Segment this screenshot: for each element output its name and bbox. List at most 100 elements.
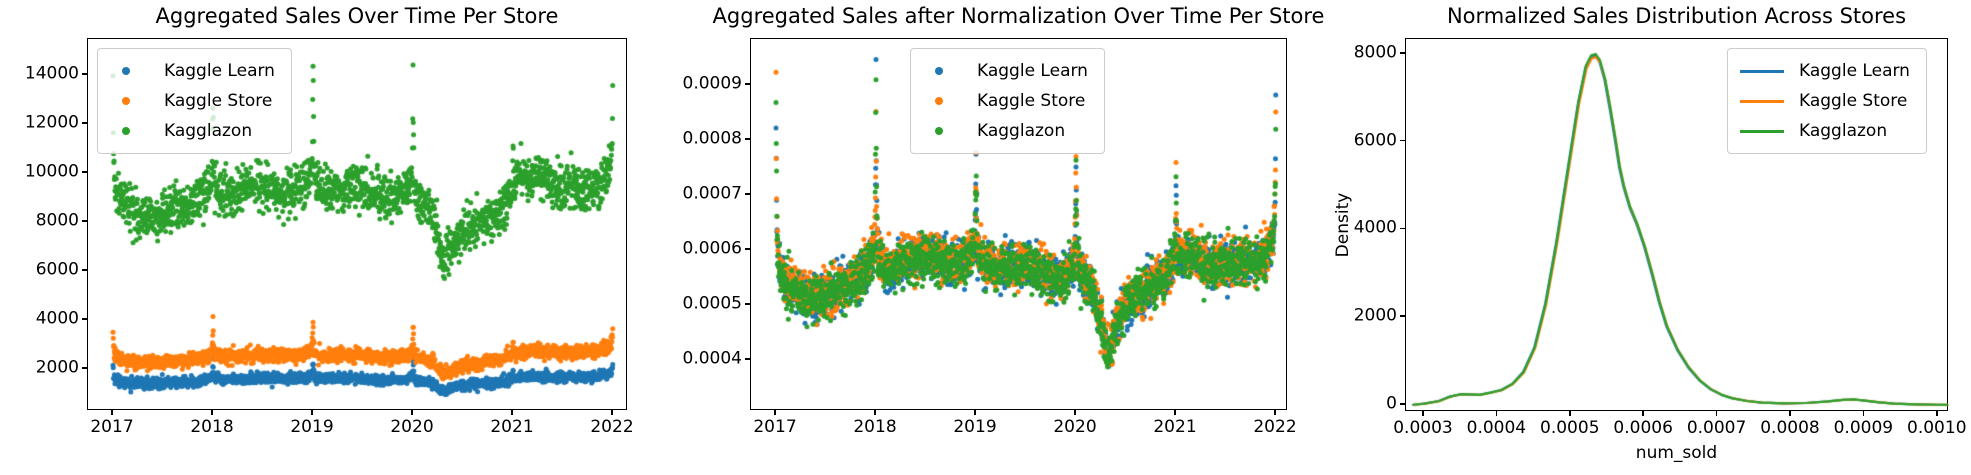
y-tick-label: 6000 bbox=[35, 259, 79, 280]
x-tick-label: 2018 bbox=[190, 417, 234, 437]
legend-marker-box bbox=[110, 127, 142, 135]
x-tick-mark bbox=[611, 410, 613, 415]
y-tick-mark bbox=[82, 269, 87, 271]
legend-marker-box bbox=[1740, 129, 1784, 133]
x-tick-label: 2020 bbox=[1053, 417, 1097, 437]
x-tick-label: 2020 bbox=[390, 417, 434, 437]
y-tick-label: 0.0007 bbox=[682, 183, 742, 204]
x-tick-mark bbox=[1174, 410, 1176, 415]
y-tick-label: 8000 bbox=[1353, 42, 1397, 63]
plot-normalized-sales: Aggregated Sales after Normalization Ove… bbox=[683, 4, 1325, 436]
x-tick-mark bbox=[974, 410, 976, 415]
legend-item: Kaggle Learn bbox=[923, 56, 1088, 86]
y-tick-mark bbox=[745, 358, 750, 360]
x-tick-mark bbox=[1642, 411, 1644, 416]
x-tick-mark bbox=[774, 410, 776, 415]
legend-item: Kaggle Store bbox=[1740, 86, 1910, 116]
y-tick-mark bbox=[745, 193, 750, 195]
y-tick-mark bbox=[82, 318, 87, 320]
y-axis-label-density: Density bbox=[1333, 192, 1353, 257]
legend-marker-box bbox=[1740, 69, 1784, 73]
x-tick-label: 2022 bbox=[1253, 417, 1297, 437]
x-tick-mark bbox=[511, 410, 513, 415]
y-tick-label: 0.0004 bbox=[682, 348, 742, 369]
y-tick-label: 0.0009 bbox=[682, 73, 742, 94]
y-tick-mark bbox=[745, 248, 750, 250]
x-tick-label: 2022 bbox=[590, 417, 634, 437]
plot-aggregated-sales: Aggregated Sales Over Time Per Store 201… bbox=[25, 4, 634, 436]
y-tick-mark bbox=[82, 122, 87, 124]
legend-dot-icon bbox=[122, 127, 130, 135]
legend-dot-icon bbox=[122, 67, 130, 75]
x-tick-label: 0.0008 bbox=[1760, 418, 1820, 438]
legend-marker-box bbox=[923, 67, 955, 75]
x-tick-mark bbox=[874, 410, 876, 415]
legend-item: Kaggle Learn bbox=[110, 56, 275, 86]
legend-item: Kaggle Learn bbox=[1740, 56, 1910, 86]
legend-label: Kagglazon bbox=[1799, 121, 1888, 141]
legend: Kaggle Learn Kaggle Store Kagglazon bbox=[910, 48, 1105, 154]
y-tick-label: 4000 bbox=[35, 308, 79, 329]
x-tick-label: 2017 bbox=[90, 417, 134, 437]
x-axis-label-num-sold: num_sold bbox=[1635, 443, 1718, 463]
legend-label: Kagglazon bbox=[977, 121, 1066, 141]
x-tick-label: 0.0009 bbox=[1833, 418, 1894, 438]
x-tick-mark bbox=[311, 410, 313, 415]
legend-item: Kaggle Store bbox=[110, 86, 275, 116]
legend-marker-box bbox=[110, 67, 142, 75]
y-tick-mark bbox=[1400, 52, 1405, 54]
y-tick-mark bbox=[1400, 315, 1405, 317]
legend-item: Kagglazon bbox=[1740, 116, 1910, 146]
legend-label: Kaggle Learn bbox=[164, 61, 275, 81]
x-tick-mark bbox=[1495, 411, 1498, 416]
x-tick-label: 0.0006 bbox=[1613, 418, 1673, 438]
x-tick-label: 2019 bbox=[290, 417, 334, 437]
legend: Kaggle Learn Kaggle Store Kagglazon bbox=[97, 48, 292, 154]
y-tick-label: 2000 bbox=[35, 357, 79, 378]
legend-item: Kaggle Store bbox=[923, 86, 1088, 116]
y-tick-label: 0.0006 bbox=[682, 238, 742, 259]
legend-line-icon bbox=[1740, 129, 1784, 133]
y-tick-label: 4000 bbox=[1353, 217, 1397, 238]
x-tick-label: 2017 bbox=[753, 417, 797, 437]
x-tick-label: 2018 bbox=[853, 417, 897, 437]
legend-item: Kagglazon bbox=[923, 116, 1088, 146]
legend-marker-box bbox=[1740, 99, 1784, 103]
y-tick-mark bbox=[745, 138, 750, 140]
legend-marker-box bbox=[923, 127, 955, 135]
y-tick-label: 6000 bbox=[1353, 130, 1397, 151]
y-tick-mark bbox=[82, 367, 87, 369]
y-tick-label: 12000 bbox=[24, 112, 79, 133]
plot-title-aggregated-sales: Aggregated Sales Over Time Per Store bbox=[155, 4, 559, 28]
legend-item: Kagglazon bbox=[110, 116, 275, 146]
x-tick-label: 0.0007 bbox=[1686, 418, 1747, 438]
y-tick-mark bbox=[745, 303, 750, 305]
legend-label: Kaggle Store bbox=[977, 91, 1086, 111]
x-tick-mark bbox=[1422, 411, 1424, 416]
plot-title-normalized-sales: Aggregated Sales after Normalization Ove… bbox=[712, 4, 1325, 28]
legend-marker-box bbox=[923, 97, 955, 105]
legend-marker-box bbox=[110, 97, 142, 105]
legend-label: Kagglazon bbox=[164, 121, 253, 141]
legend-label: Kaggle Store bbox=[1799, 91, 1908, 111]
y-tick-label: 10000 bbox=[24, 161, 79, 182]
x-tick-mark bbox=[211, 410, 213, 415]
x-tick-label: 2021 bbox=[1153, 417, 1197, 437]
x-tick-mark bbox=[1715, 411, 1718, 416]
legend: Kaggle Learn Kaggle Store Kagglazon bbox=[1727, 48, 1927, 154]
plot-title-sales-distribution: Normalized Sales Distribution Across Sto… bbox=[1446, 4, 1907, 28]
legend-label: Kaggle Store bbox=[164, 91, 273, 111]
legend-label: Kaggle Learn bbox=[977, 61, 1088, 81]
x-tick-label: 0.0004 bbox=[1466, 418, 1527, 438]
legend-line-icon bbox=[1740, 99, 1784, 103]
x-tick-mark bbox=[411, 410, 413, 415]
x-tick-label: 0.0010 bbox=[1907, 418, 1967, 438]
y-tick-label: 0.0008 bbox=[682, 128, 742, 149]
y-tick-mark bbox=[82, 171, 87, 173]
x-tick-mark bbox=[111, 410, 113, 415]
legend-dot-icon bbox=[935, 97, 943, 105]
legend-dot-icon bbox=[935, 67, 943, 75]
y-tick-label: 14000 bbox=[24, 63, 79, 84]
legend-line-icon bbox=[1740, 69, 1784, 73]
